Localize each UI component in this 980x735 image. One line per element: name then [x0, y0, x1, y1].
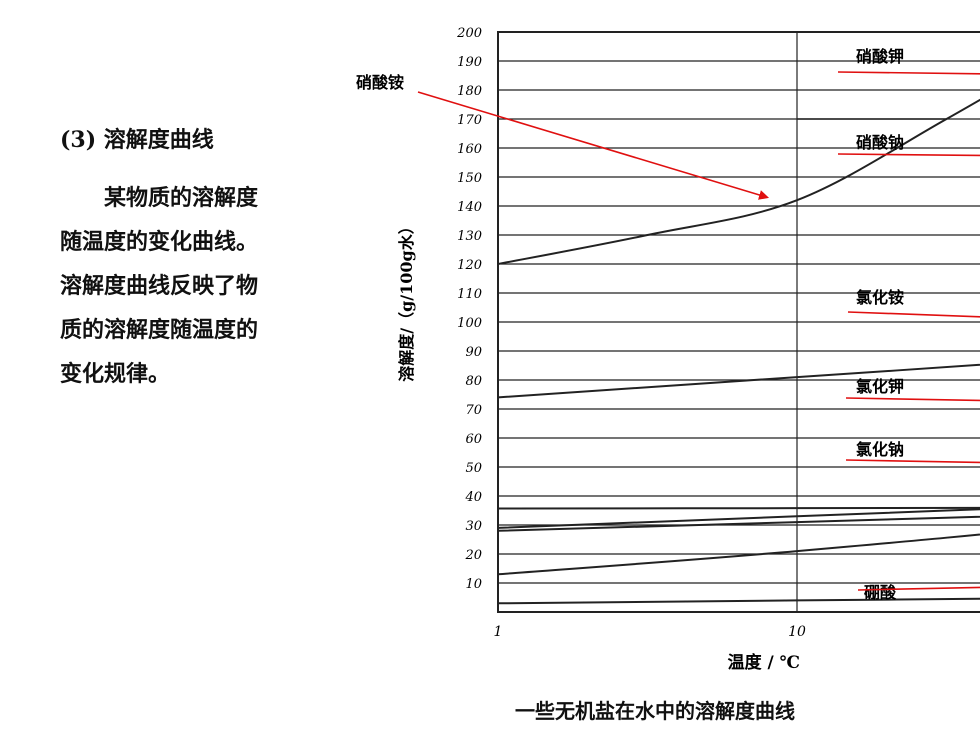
section-paragraph: 某物质的溶解度随温度的变化曲线。溶解度曲线反映了物质的溶解度随温度的变化规律。 [60, 185, 259, 387]
y-tick-label: 190 [457, 55, 482, 70]
y-tick-label: 200 [456, 26, 482, 41]
y-tick-label: 60 [465, 432, 482, 447]
x-tick-label: 10 [788, 624, 806, 640]
series-line-1 [498, 533, 980, 576]
x-axis-label: 温度 / ℃ [728, 652, 800, 673]
series-line-5 [498, 506, 980, 510]
y-tick-label: 90 [465, 345, 482, 360]
series-label-3: 氯化铵 [856, 288, 904, 307]
series-label-6: 硼酸 [864, 583, 897, 602]
y-tick-label: 140 [457, 200, 482, 215]
y-tick-label: 40 [464, 490, 482, 505]
series-label-2: 硝酸钠 [856, 133, 904, 152]
section-heading: (3) 溶解度曲线 [60, 127, 214, 153]
series-arrow-1 [837, 71, 980, 75]
y-tick-label: 180 [457, 84, 482, 99]
y-tick-label: 20 [464, 548, 482, 563]
y-tick-label: 100 [457, 316, 482, 331]
y-axis-label: 溶解度/（g/100g水） [397, 218, 416, 381]
series-label-0: 硝酸铵 [356, 73, 404, 92]
tick-labels: 1102030405060708090100102030405060708090… [456, 26, 806, 640]
y-tick-label: 70 [465, 403, 482, 418]
series-line-0 [498, 98, 980, 265]
y-tick-label: 50 [465, 461, 482, 476]
reference-marks [797, 118, 947, 120]
y-tick-label: 110 [457, 287, 482, 302]
y-tick-label: 10 [465, 577, 482, 592]
x-tick-label: 1 [494, 624, 503, 640]
y-tick-label: 170 [457, 113, 482, 128]
y-tick-label: 80 [465, 374, 482, 389]
series-label-1: 硝酸钾 [856, 47, 904, 66]
series-line-3 [498, 508, 980, 529]
series-arrow-0 [417, 91, 770, 200]
curves [498, 98, 980, 605]
series-label-5: 氯化钠 [856, 440, 904, 459]
chart-caption: 一些无机盐在水中的溶解度曲线 [515, 699, 795, 723]
y-tick-label: 130 [457, 229, 482, 244]
y-tick-label: 150 [457, 171, 482, 186]
series-label-4: 氯化钾 [856, 377, 904, 396]
y-tick-label: 30 [465, 519, 482, 534]
text-panel: (3) 溶解度曲线 某物质的溶解度随温度的变化曲线。溶解度曲线反映了物质的溶解度… [60, 118, 270, 396]
y-tick-label: 120 [457, 258, 482, 273]
series-arrow-2 [837, 153, 980, 157]
y-tick-label: 160 [457, 142, 482, 157]
